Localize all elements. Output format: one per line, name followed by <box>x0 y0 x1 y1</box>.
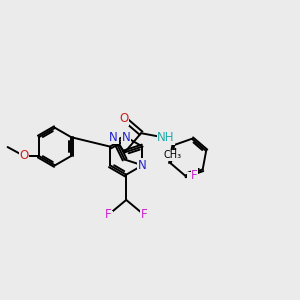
Bar <box>122 133 131 141</box>
Text: N: N <box>122 131 130 144</box>
Text: O: O <box>19 149 28 162</box>
Text: N: N <box>109 131 118 144</box>
Text: F: F <box>105 208 112 221</box>
Text: F: F <box>141 208 147 221</box>
Text: NH: NH <box>157 131 175 144</box>
Bar <box>104 211 112 218</box>
Bar <box>120 115 128 122</box>
Bar <box>159 134 172 142</box>
Bar <box>138 161 147 170</box>
Bar <box>140 211 148 218</box>
Text: O: O <box>119 112 129 125</box>
Bar <box>109 133 118 141</box>
Text: CH₃: CH₃ <box>163 150 182 160</box>
Text: N: N <box>138 159 147 172</box>
Bar <box>20 152 28 160</box>
Bar <box>187 172 195 179</box>
Text: F: F <box>191 169 198 182</box>
